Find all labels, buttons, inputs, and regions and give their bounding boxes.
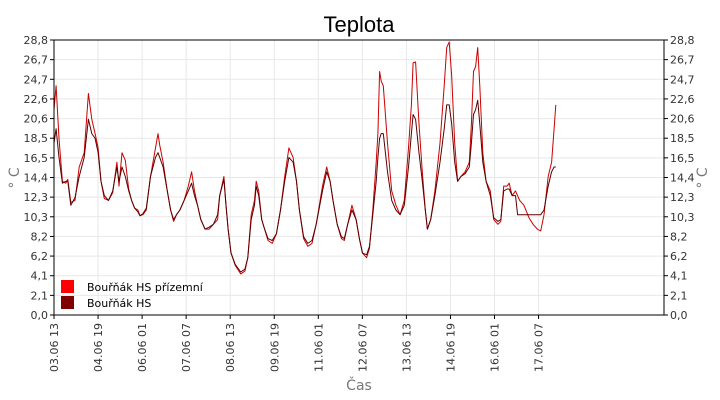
legend: Bouřňák HS přízemní Bouřňák HS [61, 280, 204, 310]
legend-swatch [61, 280, 74, 293]
y-tick-label-left: 16,5 [24, 152, 49, 165]
y-tick-label-left: 10,3 [24, 211, 49, 224]
x-tick-label: 08.06 13 [224, 323, 237, 372]
legend-swatch [61, 296, 74, 309]
y-tick-label-left: 18,5 [24, 132, 49, 145]
y-tick-label-left: 26,7 [24, 54, 49, 67]
series-line-2 [53, 99, 556, 273]
y-tick-label-left: 4,1 [31, 270, 49, 283]
y-tick-label-left: 20,6 [24, 113, 49, 126]
y-tick-label-left: 0,0 [31, 309, 49, 322]
y-tick-label-right: 10,3 [670, 211, 695, 224]
y-tick-label-right: 6,2 [670, 250, 688, 263]
x-tick-label: 11.06 01 [312, 323, 325, 372]
x-tick-label: 03.06 13 [48, 323, 61, 372]
y-axis-label-right: ° C [695, 167, 711, 188]
y-tick-label-right: 20,6 [670, 113, 695, 126]
x-tick-label: 16.06 01 [489, 323, 502, 372]
y-tick-label-right: 16,5 [670, 152, 695, 165]
x-tick-label: 06.06 01 [136, 323, 149, 372]
y-tick-label-left: 14,4 [24, 172, 49, 185]
legend-label: Bouřňák HS [87, 297, 151, 310]
y-tick-label-right: 22,6 [670, 93, 695, 106]
y-axis-right: 0,0 2,1 4,1 6,2 8,2 10,3 12,3 14,4 16,5 18,5 20,6 2… [664, 34, 695, 322]
y-tick-label-right: 2,1 [670, 289, 688, 302]
y-tick-label-left: 6,2 [31, 250, 49, 263]
y-tick-label-left: 22,6 [24, 93, 49, 106]
series-line-1 [53, 41, 557, 275]
x-tick-label: 09.06 19 [268, 323, 281, 372]
y-tick-label-left: 24,7 [24, 73, 49, 86]
y-tick-label-right: 4,1 [670, 270, 688, 283]
x-tick-label: 07.06 07 [180, 323, 193, 372]
y-tick-label-left: 12,3 [24, 191, 49, 204]
y-tick-label-left: 28,8 [24, 34, 49, 47]
y-tick-label-right: 14,4 [670, 172, 695, 185]
chart-title: Teplota [324, 12, 396, 37]
legend-label: Bouřňák HS přízemní [87, 281, 204, 294]
y-tick-label-right: 0,0 [670, 309, 688, 322]
x-tick-label: 12.06 07 [356, 323, 369, 372]
x-axis-label: Čas [346, 376, 372, 394]
x-tick-label: 13.06 13 [400, 323, 413, 372]
series-lines [53, 41, 557, 275]
x-tick-label: 14.06 19 [444, 323, 457, 372]
x-axis: 03.06 13 04.06 19 06.06 01 07.06 07 08.06 13… [48, 315, 546, 372]
y-tick-label-right: 12,3 [670, 191, 695, 204]
y-axis-left: 0,0 2,1 4,1 6,2 8,2 10,3 12,3 14,4 16,5 18,5 20,6 2… [24, 34, 54, 322]
y-axis-label-left: ° C [7, 167, 23, 188]
x-tick-label: 17.06 07 [533, 323, 546, 372]
y-tick-label-right: 24,7 [670, 73, 695, 86]
grid-lines [53, 39, 664, 316]
y-tick-label-left: 8,2 [31, 230, 49, 243]
y-tick-label-right: 28,8 [670, 34, 695, 47]
y-tick-label-right: 8,2 [670, 230, 688, 243]
y-tick-label-right: 18,5 [670, 132, 695, 145]
y-tick-label-right: 26,7 [670, 54, 695, 67]
x-tick-label: 04.06 19 [92, 323, 105, 372]
y-tick-label-left: 2,1 [31, 289, 49, 302]
